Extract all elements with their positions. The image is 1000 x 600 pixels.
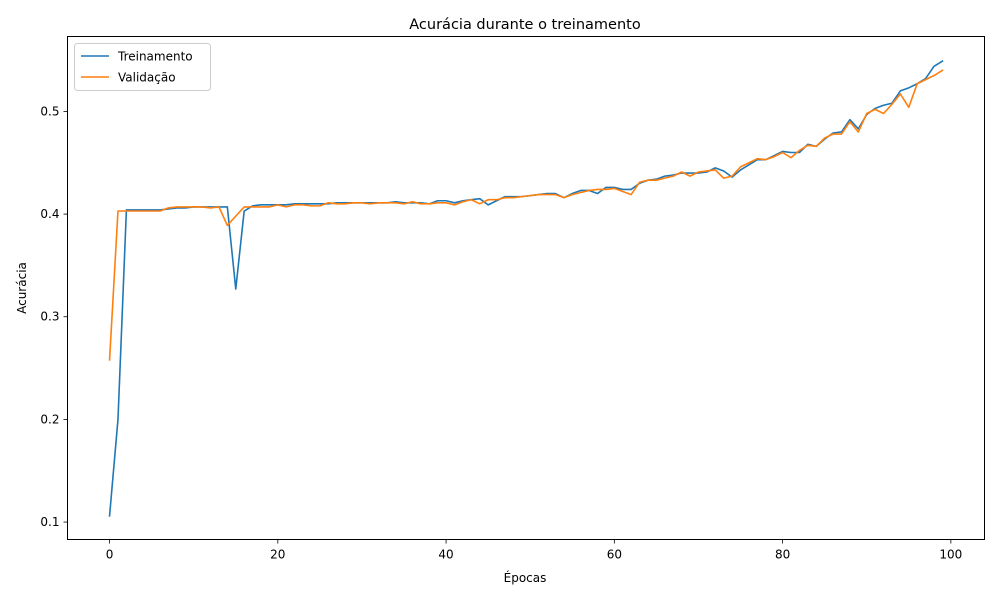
- x-axis-label: Épocas: [504, 570, 547, 585]
- legend-label-validacao: Validação: [118, 71, 176, 85]
- x-axis: 0 20 40 60 80 100: [106, 539, 962, 562]
- y-axis: 0.1 0.2 0.3 0.4 0.5: [40, 104, 68, 529]
- legend: Treinamento Validação: [74, 43, 211, 91]
- y-axis-label: Acurácia: [15, 262, 29, 314]
- y-tick-label: 0.2: [40, 412, 59, 426]
- plot-frame: [67, 36, 985, 540]
- chart-title: Acurácia durante o treinamento: [409, 17, 641, 33]
- y-tick-label: 0.1: [40, 515, 59, 529]
- y-tick-label: 0.5: [40, 104, 59, 118]
- x-tick-label: 20: [270, 548, 285, 562]
- x-tick-label: 0: [106, 548, 114, 562]
- x-tick-label: 60: [607, 548, 622, 562]
- y-tick-label: 0.3: [40, 310, 59, 324]
- x-tick-label: 80: [775, 548, 790, 562]
- x-tick-label: 40: [438, 548, 453, 562]
- y-tick-label: 0.4: [40, 207, 59, 221]
- legend-label-treinamento: Treinamento: [117, 50, 193, 64]
- series-lines: [108, 60, 944, 517]
- series-line-validacao: [108, 69, 944, 361]
- x-tick-label: 100: [939, 548, 962, 562]
- series-line-treinamento: [108, 60, 944, 517]
